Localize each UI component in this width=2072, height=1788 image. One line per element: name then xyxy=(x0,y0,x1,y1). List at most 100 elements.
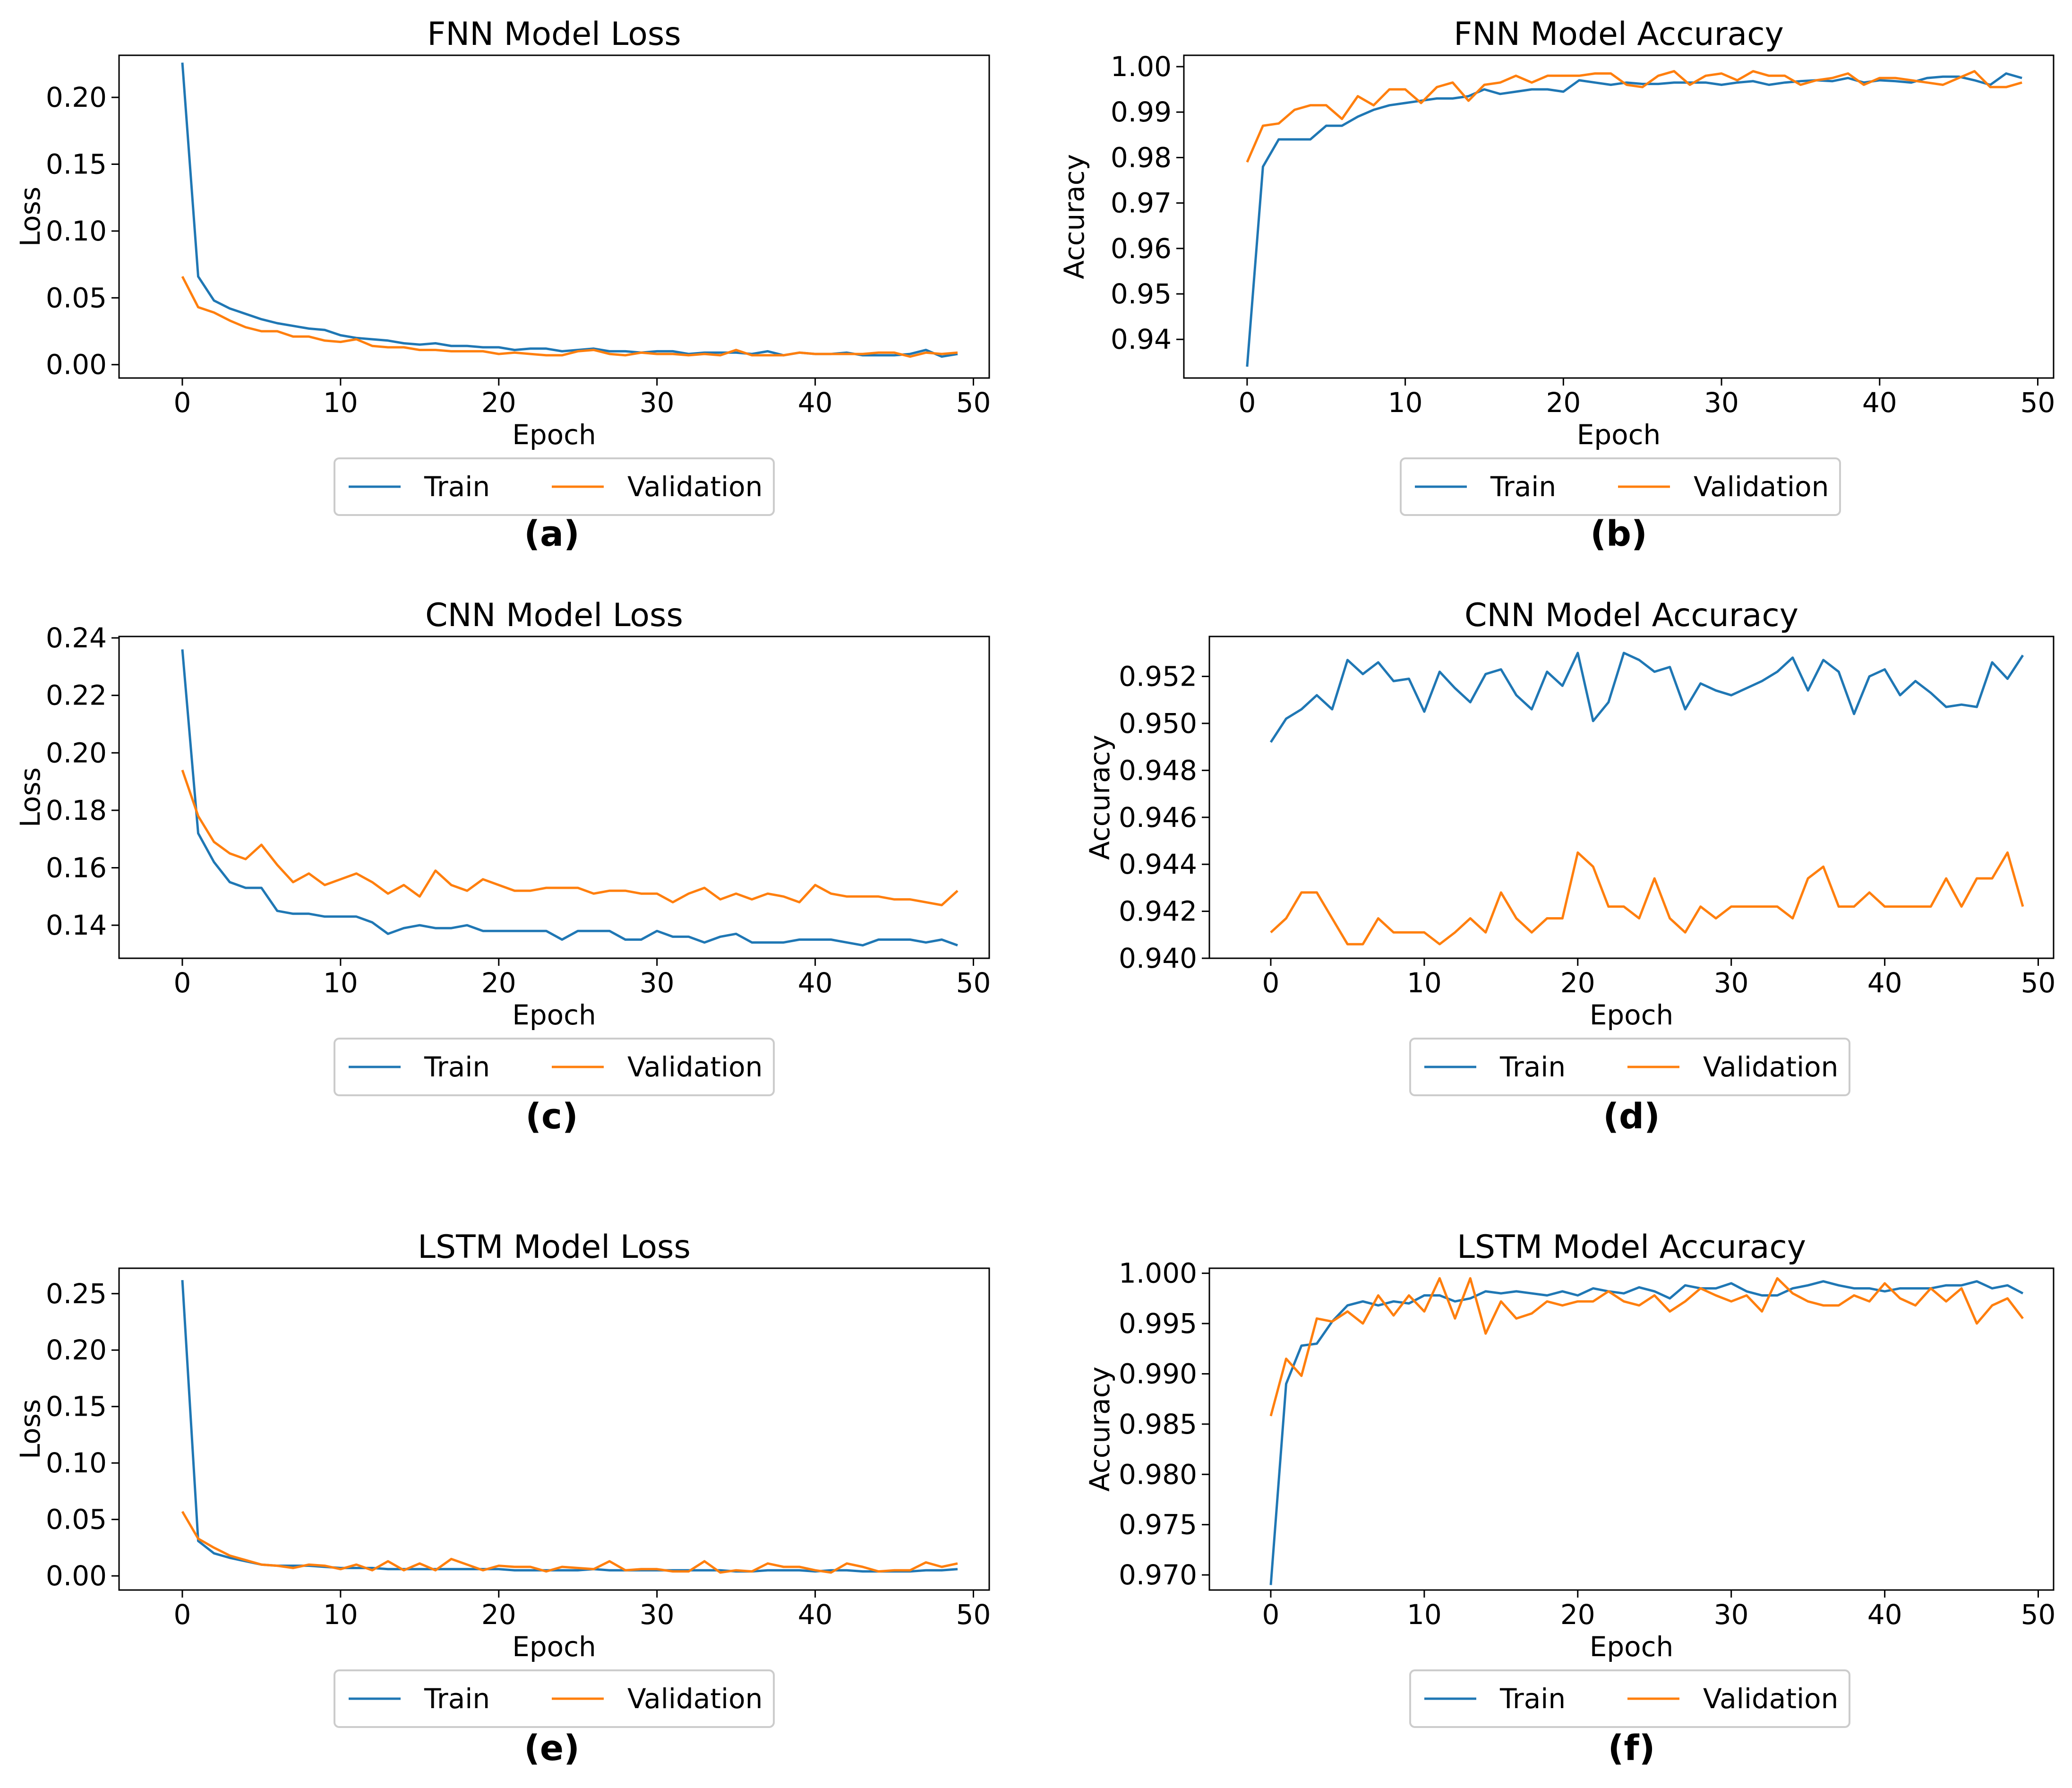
x-axis-label: Epoch xyxy=(1577,419,1661,451)
axes-frame xyxy=(1208,1267,2055,1591)
x-tick-label: 10 xyxy=(323,387,358,419)
chart-title: FNN Model Accuracy xyxy=(1454,16,1784,53)
y-tick-label: 0.99 xyxy=(1111,96,1172,128)
chart-title: LSTM Model Loss xyxy=(418,1229,691,1266)
x-tick-label: 30 xyxy=(640,967,675,999)
y-tick-label: 0.970 xyxy=(1119,1559,1197,1591)
series-line-validation xyxy=(181,275,958,358)
x-axis-label: Epoch xyxy=(1590,999,1674,1031)
y-tick-label: 1.00 xyxy=(1111,51,1172,83)
chart-title: LSTM Model Accuracy xyxy=(1457,1229,1806,1266)
legend: Train Validation xyxy=(1409,1038,1850,1096)
axes-frame xyxy=(118,1267,990,1591)
legend-label-validation: Validation xyxy=(1703,1683,1838,1715)
y-tick-label: 0.946 xyxy=(1119,801,1197,834)
axes-frame xyxy=(1208,636,2055,959)
y-tick-label: 0.25 xyxy=(46,1278,107,1310)
x-axis-label: Epoch xyxy=(512,999,596,1031)
y-tick-label: 0.20 xyxy=(46,81,107,113)
y-tick-label: 0.942 xyxy=(1119,895,1197,928)
x-tick-label: 0 xyxy=(1262,967,1280,999)
panel-caption: (c) xyxy=(525,1096,578,1137)
legend-label-train: Train xyxy=(424,1051,490,1083)
x-tick-label: 0 xyxy=(1238,387,1256,419)
y-axis-label: Accuracy xyxy=(1084,735,1116,860)
y-tick-label: 0.10 xyxy=(46,215,107,247)
x-tick-label: 50 xyxy=(2021,1599,2056,1631)
legend-label-train: Train xyxy=(1499,1683,1566,1715)
legend-label-validation: Validation xyxy=(1694,471,1829,503)
x-tick-label: 10 xyxy=(323,1599,358,1631)
x-tick-label: 20 xyxy=(481,1599,516,1631)
panel-caption: (f) xyxy=(1608,1728,1655,1769)
x-axis-label: Epoch xyxy=(1590,1631,1674,1663)
legend: Train Validation xyxy=(334,1669,775,1728)
y-tick-label: 0.952 xyxy=(1119,661,1197,693)
x-tick-label: 50 xyxy=(956,1599,991,1631)
chart-panel-d: CNN Model Accuracy 0 10 20 30 40 50 0.940 0.942 0… xyxy=(1084,597,2055,1137)
x-tick-label: 30 xyxy=(640,1599,675,1631)
y-axis-label: Accuracy xyxy=(1058,154,1090,279)
x-tick-label: 30 xyxy=(1704,387,1739,419)
y-axis-label: Accuracy xyxy=(1084,1367,1116,1492)
x-tick-label: 40 xyxy=(1867,967,1902,999)
x-tick-label: 0 xyxy=(174,967,191,999)
x-tick-label: 50 xyxy=(2021,387,2055,419)
series-line-train xyxy=(181,62,958,358)
axes-frame xyxy=(118,636,990,959)
x-tick-label: 40 xyxy=(798,387,833,419)
y-tick-label: 0.97 xyxy=(1111,187,1172,219)
x-tick-label: 10 xyxy=(1388,387,1423,419)
series-line-train xyxy=(1269,652,2024,743)
legend-label-train: Train xyxy=(424,1683,490,1715)
y-tick-label: 0.00 xyxy=(46,349,107,381)
x-tick-label: 20 xyxy=(1560,967,1595,999)
series-line-train xyxy=(181,649,958,947)
y-tick-label: 0.15 xyxy=(46,148,107,180)
y-tick-label: 0.00 xyxy=(46,1560,107,1592)
panel-caption: (a) xyxy=(524,514,580,554)
x-tick-label: 30 xyxy=(1714,1599,1749,1631)
chart-panel-f: LSTM Model Accuracy 0 10 20 30 40 50 0.970 0.975… xyxy=(1084,1229,2055,1769)
chart-title: CNN Model Accuracy xyxy=(1464,597,1798,634)
y-tick-label: 0.14 xyxy=(46,909,107,941)
y-tick-label: 0.990 xyxy=(1119,1358,1197,1390)
series-line-train xyxy=(1246,72,2022,367)
series-line-validation xyxy=(181,769,959,906)
legend-label-train: Train xyxy=(1490,471,1556,503)
series-line-train xyxy=(1269,1280,2024,1585)
x-tick-label: 40 xyxy=(1862,387,1897,419)
x-tick-label: 40 xyxy=(798,967,833,999)
series-line-validation xyxy=(1269,1277,2024,1417)
chart-title: FNN Model Loss xyxy=(427,16,681,53)
series-line-validation xyxy=(181,1511,958,1574)
y-axis-label: Loss xyxy=(14,187,46,247)
y-axis-label: Loss xyxy=(14,767,46,827)
series-line-validation xyxy=(1270,851,2024,946)
panel-caption: (b) xyxy=(1590,514,1647,554)
y-tick-label: 0.98 xyxy=(1111,141,1172,173)
x-tick-label: 10 xyxy=(1407,967,1442,999)
y-tick-label: 0.20 xyxy=(46,737,107,769)
y-tick-label: 0.948 xyxy=(1119,754,1197,786)
axes-frame xyxy=(1183,54,2055,379)
panel-caption: (e) xyxy=(524,1728,580,1769)
x-tick-label: 20 xyxy=(481,967,516,999)
chart-panel-a: FNN Model Loss 0 10 20 30 40 50 0.00 0.05 0.10 0.1… xyxy=(14,16,991,554)
x-tick-label: 0 xyxy=(174,387,191,419)
y-tick-label: 0.975 xyxy=(1119,1509,1197,1541)
y-tick-label: 0.16 xyxy=(46,851,107,884)
y-tick-label: 0.950 xyxy=(1119,707,1197,739)
x-tick-label: 50 xyxy=(2021,967,2056,999)
y-tick-label: 0.94 xyxy=(1111,323,1172,355)
panel-caption: (d) xyxy=(1603,1096,1660,1137)
x-tick-label: 0 xyxy=(1262,1599,1280,1631)
y-tick-label: 0.96 xyxy=(1111,232,1172,265)
y-tick-label: 0.95 xyxy=(1111,278,1172,310)
x-axis-label: Epoch xyxy=(512,1631,596,1663)
y-tick-label: 0.24 xyxy=(46,622,107,654)
legend-label-train: Train xyxy=(424,471,490,503)
chart-panel-c: CNN Model Loss 0 10 20 30 40 50 0.14 0.16 0.18 0.2… xyxy=(14,597,991,1137)
x-axis-label: Epoch xyxy=(512,419,596,451)
